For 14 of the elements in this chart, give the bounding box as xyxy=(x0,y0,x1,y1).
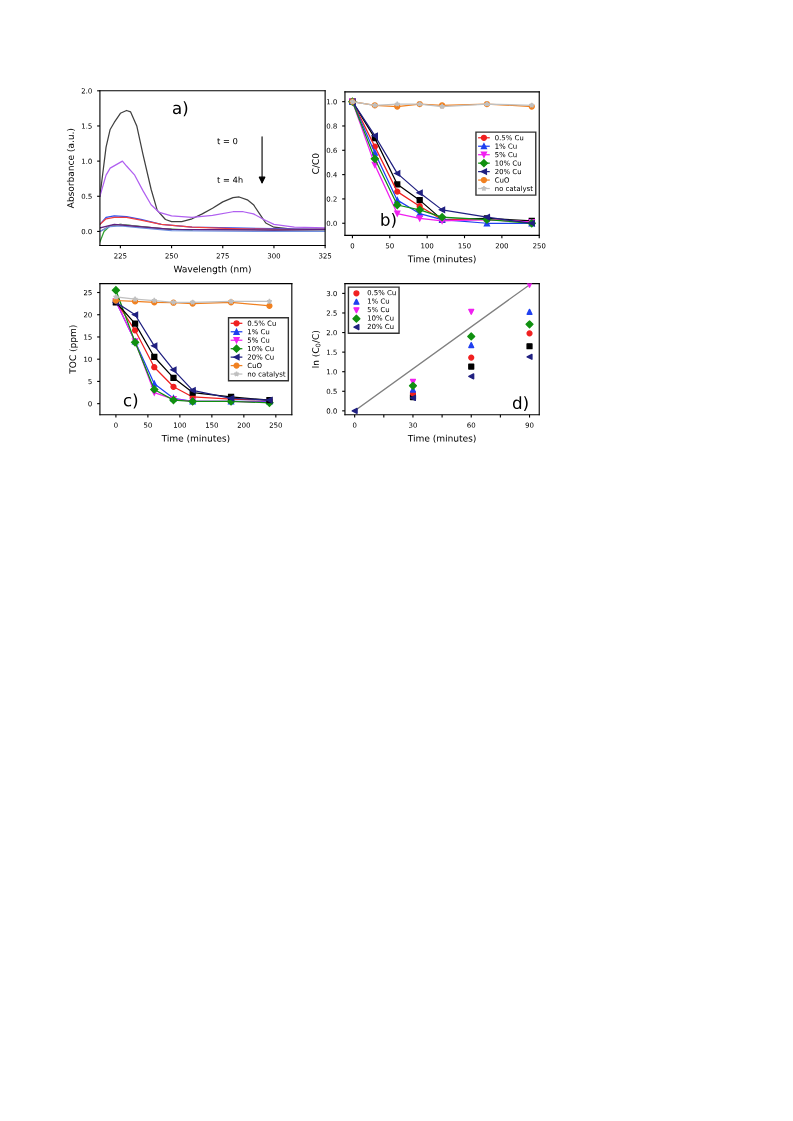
y-axis-title: Absorbance (a.u.) xyxy=(66,128,75,209)
y-axis-title: C/C0 xyxy=(312,153,320,174)
x-axis-title: Time (minutes) xyxy=(407,255,476,264)
x-axis-title: Time (minutes) xyxy=(161,434,230,443)
annotation: t = 4h xyxy=(217,176,243,183)
x-axis-title: Wavelength (nm) xyxy=(173,265,251,275)
x-axis-title: Time (minutes) xyxy=(407,434,476,443)
y-axis-title: TOC (ppm) xyxy=(69,325,78,374)
annotation: t = 0 xyxy=(217,137,238,145)
annotation: c) xyxy=(123,393,138,409)
annotation: d) xyxy=(512,396,528,412)
annotation: a) xyxy=(172,101,188,117)
y-axis-title: ln (C$_{0}$/C) xyxy=(311,330,321,368)
annotation: b) xyxy=(381,213,396,228)
